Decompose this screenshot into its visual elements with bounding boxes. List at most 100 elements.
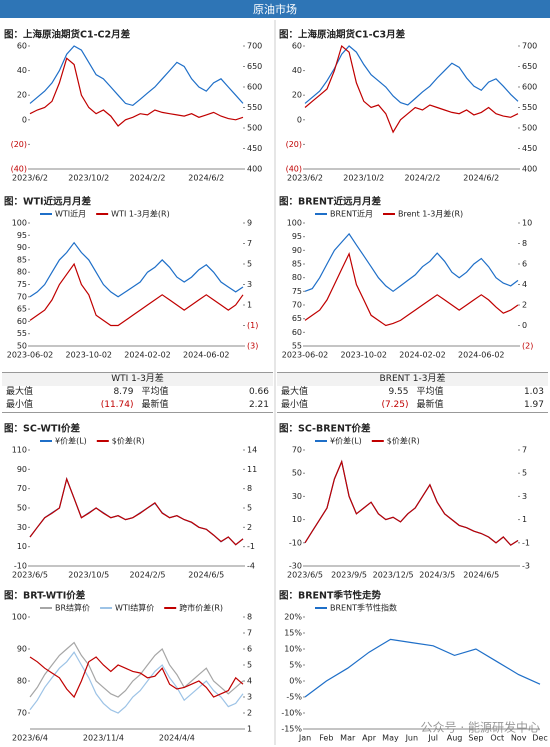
y-tick-label: 20 [292,91,302,100]
y-tick-label: 5% [289,661,302,670]
watermark: 公众号 · 能源研发中心 [421,720,540,735]
x-tick-label: 2023/10/2 [68,174,109,183]
series-line [29,641,244,698]
x-tick-label: 2024-02-02 [124,351,171,360]
y2-tick-label: -4 [247,562,255,571]
y2-tick-label: 8 [247,484,252,493]
y-tick-label: 100 [12,613,27,622]
y2-tick-label: 1 [247,301,252,310]
header-bar [0,0,550,18]
y2-tick-label: 550 [247,103,262,112]
y-tick-label: (20) [11,140,27,149]
y-tick-label: 10% [284,645,302,654]
x-tick-label: 2024/4/4 [159,734,195,743]
stats-row: 最大值 9.55 平均值 1.03 [277,386,548,399]
y-tick-label: 80 [17,268,27,277]
y2-tick-label: 5 [247,661,252,670]
y2-tick-label: (2) [522,342,533,351]
y2-tick-label: 8 [522,239,527,248]
y-tick-label: 40 [17,66,27,75]
cell: 0.66 [248,387,269,397]
cell: 最大值 [281,387,309,397]
y-tick-label: (40) [286,165,302,174]
cell: 最小值 [281,400,309,410]
y-tick-label: 20 [17,91,27,100]
x-tick-label: 2024-06-02 [458,351,505,360]
x-tick-label: Apr [362,734,377,743]
y-tick-label: -10 [14,562,27,571]
y-tick-label: 100 [12,219,27,228]
stats-row: 最小值 (11.74) 最新值 2.21 [2,399,273,412]
cell: 最新值 [416,400,444,410]
x-tick-label: 2023/6/5 [287,571,323,580]
y-tick-label: 20% [284,613,302,622]
y-tick-label: 95 [292,232,302,241]
y-tick-label: 15% [284,629,302,638]
legend-label: 跨市价差(R) [179,603,223,613]
chart-title: 图：上海原油期货C1-C3月差 [279,29,406,41]
y-tick-label: 50 [17,504,27,513]
y-tick-label: 95 [17,231,27,240]
y-tick-label: 110 [12,446,27,455]
y-tick-label: (20) [286,140,302,149]
legend-label: $价差(R) [387,436,420,446]
chart-title: 图：上海原油期货C1-C2月差 [4,29,131,41]
cell: 1.03 [523,387,544,397]
x-tick-label: 2023/6/2 [12,174,48,183]
y2-tick-label: 700 [247,42,262,51]
y2-tick-label: 11 [247,465,257,474]
y-tick-label: 85 [292,260,302,269]
y-tick-label: 60 [17,317,27,326]
y2-tick-label: (3) [247,342,258,351]
x-tick-label: Dec [532,734,547,743]
y2-tick-label: 650 [522,62,537,71]
y-tick-label: 70 [17,484,27,493]
x-tick-label: 2023/6/5 [12,571,48,580]
stats-title: BRENT 1-3月差 [277,373,548,386]
legend-label: BR结算价 [55,603,90,613]
y-tick-label: 90 [17,243,27,252]
y2-tick-label: 1 [247,725,252,734]
legend-label: WTI近月 [55,209,86,219]
series-line [29,477,244,546]
legend-label: BRENT季节性指数 [330,603,397,613]
y2-tick-label: 9 [247,219,252,228]
y-tick-label: 70 [17,709,27,718]
y-tick-label: 90 [17,645,27,654]
x-tick-label: Jun [405,734,419,743]
y-tick-label: 10 [292,515,302,524]
y2-tick-label: 4 [522,280,527,289]
y2-tick-label: 2 [247,709,252,718]
cell: 最大值 [6,387,34,397]
y2-tick-label: 600 [522,83,537,92]
series-line [29,656,244,699]
series-line [304,638,541,698]
y-tick-label: -30 [289,562,302,571]
legend-label: ¥价差(L) [55,436,87,446]
y2-tick-label: 6 [247,645,252,654]
y-tick-label: 55 [17,329,27,338]
y-tick-label: 50 [292,469,302,478]
stats-title: WTI 1-3月差 [2,373,273,386]
legend-label: WTI 1-3月差(R) [111,209,170,219]
x-tick-label: 2024/2/5 [130,571,166,580]
y2-tick-label: 8 [247,613,252,622]
stats-row: 最大值 8.79 平均值 0.66 [2,386,273,399]
cell: 8.79 [113,387,134,397]
x-tick-label: 2024-02-02 [399,351,446,360]
x-tick-label: 2024/6/2 [463,174,499,183]
cell: 9.55 [388,387,409,397]
x-tick-label: Mar [340,734,356,743]
x-tick-label: 2024/6/5 [463,571,499,580]
y-tick-label: 60 [292,42,302,51]
x-tick-label: 2023/11/4 [83,734,124,743]
series-line [304,44,519,134]
series-line [304,459,519,546]
legend-label: ¥价差(L) [330,436,362,446]
x-tick-label: 2023/6/2 [287,174,323,183]
y-tick-label: 70 [292,301,302,310]
y2-tick-label: 0 [522,321,527,330]
y-tick-label: 30 [292,492,302,501]
y2-tick-label: 1 [522,515,527,524]
